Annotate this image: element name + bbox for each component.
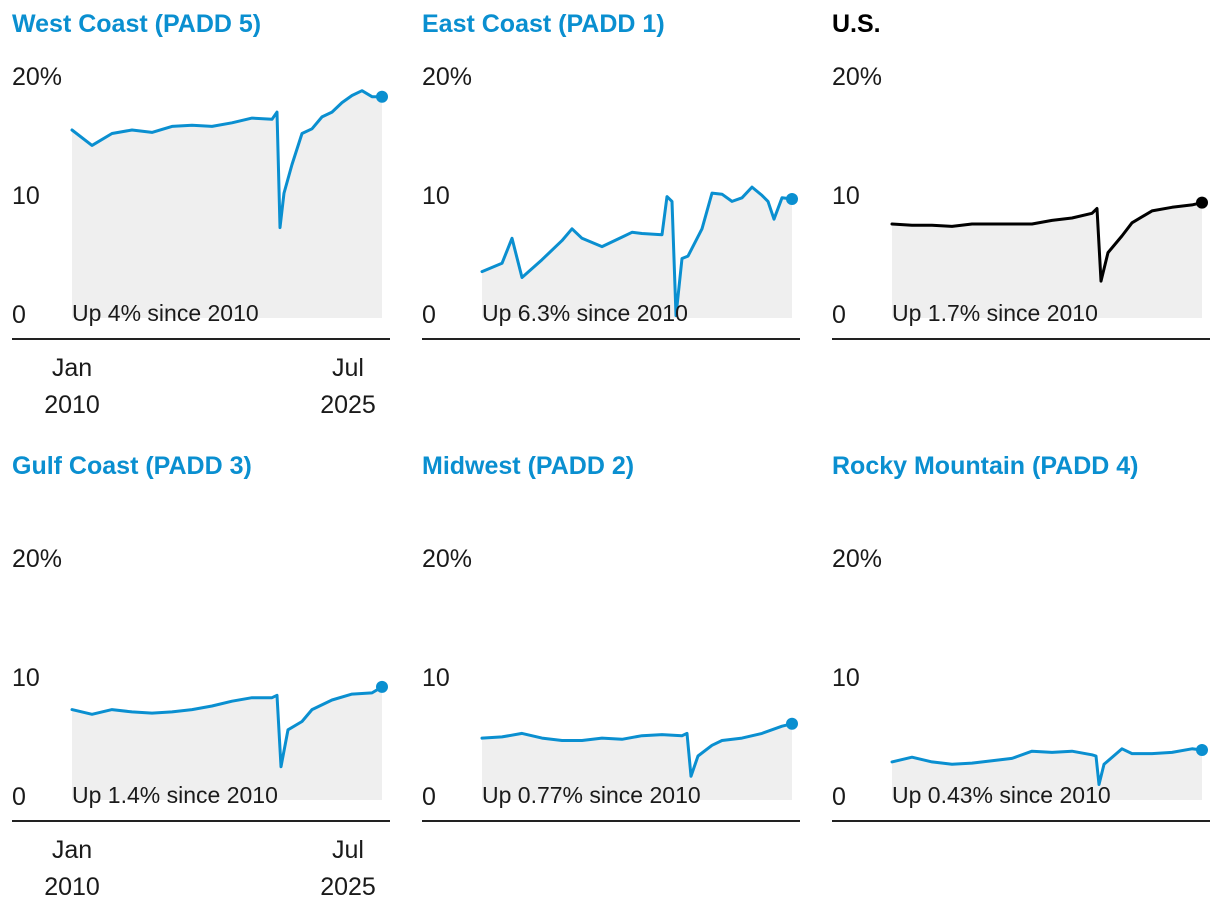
- y-tick-label: 10: [832, 182, 860, 210]
- series-area: [892, 748, 1202, 800]
- change-annotation: Up 0.43% since 2010: [892, 782, 1111, 808]
- y-tick-label: 0: [832, 301, 846, 329]
- panel-title: Gulf Coast (PADD 3): [12, 452, 252, 480]
- series-area: [72, 686, 382, 800]
- panel-east-coast: East Coast (PADD 1) 20% 10 0 Up 6.3% sin…: [422, 0, 802, 430]
- y-tick-label: 20%: [832, 545, 883, 573]
- x-tick-month: Jan: [51, 836, 93, 864]
- chart-svg: [832, 562, 1210, 822]
- end-point-marker: [786, 193, 798, 205]
- chart-svg: [12, 562, 390, 822]
- change-annotation: Up 0.77% since 2010: [482, 782, 701, 808]
- series-line: [70, 89, 384, 230]
- x-tick-year: 2025: [320, 873, 376, 901]
- y-tick-label: 0: [12, 301, 26, 329]
- y-tick-label: 10: [422, 182, 450, 210]
- end-point-marker: [376, 90, 388, 103]
- panel-us: U.S. 20% 10 0 Up 1.7% since 2010: [832, 0, 1212, 430]
- chart-svg: [12, 80, 390, 340]
- x-tick-month: Jan: [51, 354, 93, 382]
- chart-svg: [832, 80, 1210, 340]
- y-tick-label: 10: [832, 664, 860, 692]
- y-tick-label: 20%: [12, 545, 63, 573]
- y-tick-label: 10: [12, 664, 40, 692]
- panel-gulf-coast: Gulf Coast (PADD 3) 20% 10 0 Up 1.4% sin…: [12, 442, 392, 901]
- change-annotation: Up 1.7% since 2010: [892, 300, 1098, 326]
- panel-west-coast: West Coast (PADD 5) 20% 10 0 Up 4% since…: [12, 0, 392, 430]
- x-tick-month: Jul: [332, 836, 364, 864]
- panel-title: Midwest (PADD 2): [422, 452, 635, 480]
- change-annotation: Up 1.4% since 2010: [72, 782, 278, 808]
- series-area: [892, 202, 1202, 318]
- y-tick-label: 0: [832, 783, 846, 811]
- panel-title: West Coast (PADD 5): [12, 10, 262, 38]
- change-annotation: Up 4% since 2010: [72, 300, 259, 326]
- y-tick-label: 20%: [12, 63, 63, 91]
- panel-title: U.S.: [832, 10, 881, 38]
- x-tick-end: Jul 2025: [312, 350, 384, 424]
- x-tick-month: Jul: [332, 354, 364, 382]
- end-point-marker: [1196, 196, 1208, 209]
- y-tick-label: 0: [12, 783, 26, 811]
- panel-title: Rocky Mountain (PADD 4): [832, 452, 1139, 480]
- x-tick-end: Jul 2025: [312, 832, 384, 906]
- series-line: [890, 747, 1204, 786]
- x-tick-year: 2010: [44, 391, 100, 419]
- end-point-marker: [376, 680, 388, 693]
- y-tick-label: 10: [422, 664, 450, 692]
- series-line: [890, 201, 1204, 283]
- panel-title: East Coast (PADD 1): [422, 10, 665, 38]
- panel-midwest: Midwest (PADD 2) 20% 10 0 Up 0.77% since…: [422, 442, 802, 872]
- chart-svg: [422, 80, 800, 340]
- series-area: [72, 90, 382, 318]
- series-line: [480, 185, 794, 318]
- chart-svg: [422, 562, 800, 822]
- change-annotation: Up 6.3% since 2010: [482, 300, 688, 326]
- y-tick-label: 0: [422, 783, 436, 811]
- y-tick-label: 20%: [832, 63, 883, 91]
- y-tick-label: 10: [12, 182, 40, 210]
- panel-rocky-mountain: Rocky Mountain (PADD 4) 20% 10 0 Up 0.43…: [832, 442, 1212, 872]
- x-tick-start: Jan 2010: [40, 350, 104, 424]
- series-area: [482, 723, 792, 800]
- end-point-marker: [1196, 744, 1208, 756]
- series-line: [70, 685, 384, 769]
- series-line: [480, 722, 794, 778]
- y-tick-label: 20%: [422, 63, 473, 91]
- x-tick-year: 2010: [44, 873, 100, 901]
- x-tick-year: 2025: [320, 391, 376, 419]
- y-tick-label: 20%: [422, 545, 473, 573]
- series-area: [482, 187, 792, 318]
- end-point-marker: [786, 717, 798, 730]
- y-tick-label: 0: [422, 301, 436, 329]
- x-tick-start: Jan 2010: [40, 832, 104, 906]
